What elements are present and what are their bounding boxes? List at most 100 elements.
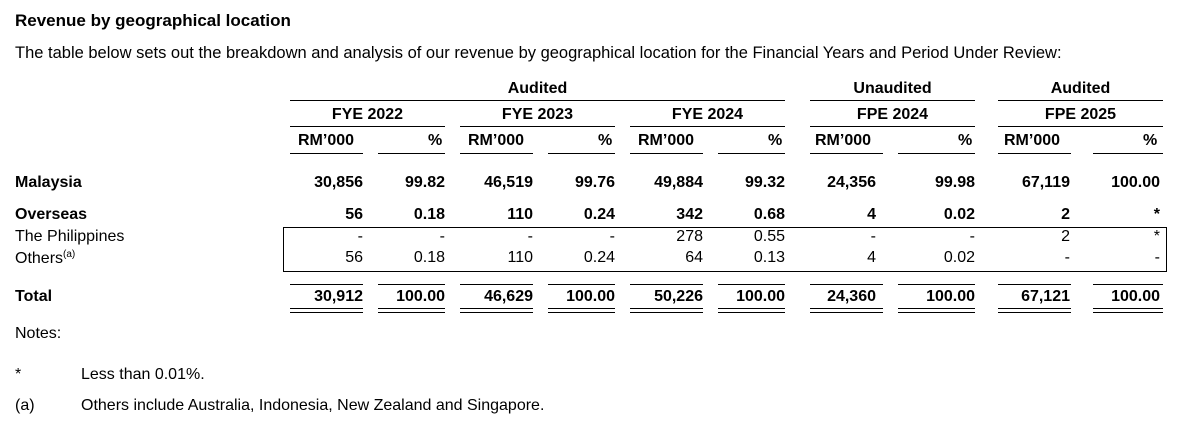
total-rule: [630, 284, 703, 285]
col-header-pct: %: [768, 132, 783, 149]
table-cell: 100.00: [1111, 174, 1160, 191]
table-cell: -: [439, 228, 445, 245]
table-cell: 278: [676, 228, 703, 245]
total-double-rule: [810, 308, 883, 313]
total-rule: [1093, 284, 1163, 285]
period-underline: [998, 126, 1163, 127]
note-mark: *: [15, 366, 22, 383]
section-title: Revenue by geographical location: [15, 11, 291, 30]
intro-paragraph: The table below sets out the breakdown a…: [15, 44, 1062, 62]
col-underline: [630, 153, 703, 154]
table-cell: 2: [1061, 206, 1070, 223]
group-underline: [810, 100, 975, 101]
total-rule: [898, 284, 975, 285]
group-header-audited-1: Audited: [507, 80, 568, 97]
col-header-pct: %: [428, 132, 443, 149]
table-cell: 46,629: [484, 288, 533, 305]
row-label-overseas: Overseas: [15, 206, 88, 223]
table-cell: 56: [345, 249, 363, 266]
col-header-amount: RM’000: [815, 132, 872, 149]
row-label-philippines: The Philippines: [15, 228, 125, 245]
table-cell: 110: [507, 206, 533, 223]
col-underline: [460, 153, 533, 154]
period-header: FPE 2025: [1044, 106, 1117, 123]
total-double-rule: [460, 308, 533, 313]
period-underline: [460, 126, 615, 127]
period-underline: [290, 126, 445, 127]
total-rule: [810, 284, 883, 285]
col-header-amount: RM’000: [1004, 132, 1061, 149]
table-cell: 50,226: [654, 288, 703, 305]
table-cell: 99.32: [744, 174, 785, 191]
table-cell: -: [527, 228, 533, 245]
total-rule: [460, 284, 533, 285]
period-header: FYE 2022: [331, 106, 404, 123]
total-double-rule: [998, 308, 1071, 313]
col-header-pct: %: [598, 132, 613, 149]
total-double-rule: [1093, 308, 1163, 313]
period-header: FYE 2023: [501, 106, 574, 123]
note-mark: (a): [15, 397, 35, 414]
table-cell: 99.98: [934, 174, 975, 191]
col-header-amount: RM’000: [638, 132, 695, 149]
total-rule: [998, 284, 1071, 285]
total-double-rule: [378, 308, 445, 313]
table-cell: 0.02: [943, 249, 975, 266]
total-rule: [718, 284, 785, 285]
overseas-breakdown-box: [283, 227, 1167, 272]
col-header-amount: RM’000: [298, 132, 355, 149]
col-underline: [898, 153, 975, 154]
table-cell: 0.68: [753, 206, 785, 223]
note-text: Less than 0.01%.: [81, 366, 205, 383]
col-underline: [998, 153, 1071, 154]
period-header: FPE 2024: [856, 106, 929, 123]
table-cell: *: [1153, 206, 1160, 223]
total-double-rule: [898, 308, 975, 313]
period-underline: [810, 126, 975, 127]
table-cell: 30,856: [314, 174, 363, 191]
col-underline: [548, 153, 615, 154]
table-cell: 67,121: [1021, 288, 1070, 305]
total-double-rule: [548, 308, 615, 313]
table-cell: 0.55: [753, 228, 785, 245]
table-cell: -: [1064, 249, 1070, 266]
table-cell: 56: [345, 206, 363, 223]
col-underline: [718, 153, 785, 154]
table-cell: 4: [867, 206, 876, 223]
table-cell: 64: [685, 249, 703, 266]
table-cell: 4: [867, 249, 876, 266]
table-cell: 342: [676, 206, 703, 223]
group-underline: [998, 100, 1163, 101]
note-text: Others include Australia, Indonesia, New…: [81, 397, 545, 414]
row-label-total: Total: [15, 288, 53, 305]
table-cell: 30,912: [314, 288, 363, 305]
table-cell: 0.02: [943, 206, 975, 223]
row-label-malaysia: Malaysia: [15, 174, 82, 191]
col-underline: [1093, 153, 1163, 154]
col-underline: [810, 153, 883, 154]
table-cell: 46,519: [484, 174, 533, 191]
col-header-amount: RM’000: [468, 132, 525, 149]
notes-heading: Notes:: [15, 325, 62, 342]
table-cell: 99.76: [574, 174, 615, 191]
table-cell: 24,360: [827, 288, 876, 305]
table-cell: 0.24: [583, 249, 615, 266]
table-cell: 24,356: [827, 174, 876, 191]
total-double-rule: [630, 308, 703, 313]
table-cell: -: [969, 228, 975, 245]
period-underline: [630, 126, 785, 127]
table-cell: 100.00: [926, 288, 975, 305]
table-cell: 49,884: [654, 174, 703, 191]
col-header-pct: %: [958, 132, 973, 149]
table-cell: 0.13: [753, 249, 785, 266]
col-header-pct: %: [1143, 132, 1158, 149]
total-rule: [290, 284, 363, 285]
table-cell: -: [609, 228, 615, 245]
col-underline: [290, 153, 363, 154]
group-header-unaudited: Unaudited: [853, 80, 932, 97]
table-cell: 0.18: [413, 249, 445, 266]
table-cell: 100.00: [1111, 288, 1160, 305]
total-rule: [378, 284, 445, 285]
period-header: FYE 2024: [671, 106, 744, 123]
col-underline: [378, 153, 445, 154]
